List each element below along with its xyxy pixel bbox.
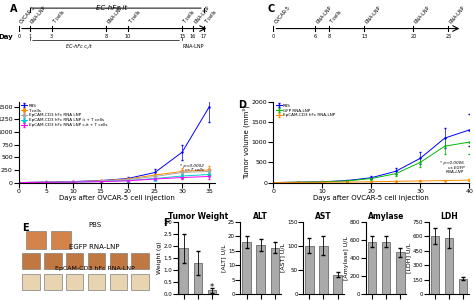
FancyBboxPatch shape	[26, 231, 46, 249]
Text: *: *	[210, 283, 214, 292]
Text: RNA-LNP: RNA-LNP	[413, 4, 431, 24]
Text: F: F	[164, 218, 170, 228]
Bar	[256, 245, 265, 294]
Text: RNA-LNP: RNA-LNP	[448, 4, 466, 24]
Legend: PBS, T cells, EpCAM-CD3 hFc RNA LNP, EpCAM-CD3 hFc RNA LNP it + T cells, EpCAM-C: PBS, T cells, EpCAM-CD3 hFc RNA LNP, EpC…	[21, 104, 107, 127]
Text: T cells: T cells	[204, 9, 218, 24]
Text: EC-hFc it: EC-hFc it	[96, 5, 127, 11]
Legend: PBS, GFP RNA-LNP, EpCAM-CD3 hFc RNA-LNP: PBS, GFP RNA-LNP, EpCAM-CD3 hFc RNA-LNP	[275, 104, 335, 117]
Bar	[208, 290, 216, 294]
Text: 0: 0	[18, 34, 20, 39]
Bar	[396, 252, 405, 294]
Text: 15: 15	[179, 34, 185, 39]
X-axis label: Days after OVCAR-5 cell injection: Days after OVCAR-5 cell injection	[313, 195, 429, 201]
Y-axis label: [ALT] U/L: [ALT] U/L	[221, 244, 227, 272]
Text: RNA-LNP: RNA-LNP	[365, 4, 382, 24]
Text: 0: 0	[272, 34, 275, 39]
FancyBboxPatch shape	[109, 274, 128, 290]
Text: T cells: T cells	[329, 9, 343, 24]
FancyBboxPatch shape	[88, 253, 105, 269]
Y-axis label: Tumor volume (mm³): Tumor volume (mm³)	[243, 105, 250, 179]
Text: PBS: PBS	[88, 222, 101, 228]
Text: 6: 6	[314, 34, 317, 39]
Text: 8: 8	[104, 34, 108, 39]
Y-axis label: Weight (g): Weight (g)	[157, 242, 162, 274]
Text: C: C	[268, 4, 275, 14]
Text: A: A	[10, 4, 18, 14]
Bar	[368, 242, 376, 294]
FancyBboxPatch shape	[131, 253, 149, 269]
Text: D: D	[238, 100, 246, 110]
Text: RNA-LNP: RNA-LNP	[106, 4, 124, 24]
Text: E: E	[22, 223, 28, 233]
Text: RNA-LNP: RNA-LNP	[193, 4, 210, 24]
Text: EGFP RNA-LNP: EGFP RNA-LNP	[69, 244, 120, 250]
Bar	[445, 238, 453, 294]
Text: 17: 17	[201, 34, 207, 39]
FancyBboxPatch shape	[44, 253, 62, 269]
Bar	[319, 246, 328, 294]
Text: T cells: T cells	[182, 9, 196, 24]
FancyBboxPatch shape	[22, 274, 39, 290]
Text: 25: 25	[445, 34, 451, 39]
Text: 1: 1	[28, 34, 31, 39]
FancyBboxPatch shape	[65, 274, 83, 290]
Text: 20: 20	[410, 34, 417, 39]
Bar	[430, 236, 439, 294]
Text: Day: Day	[0, 34, 14, 40]
FancyBboxPatch shape	[88, 274, 105, 290]
Text: 13: 13	[361, 34, 367, 39]
Text: * p<0.0002
vs T cells: * p<0.0002 vs T cells	[180, 164, 204, 172]
Text: T cells: T cells	[128, 9, 141, 24]
Text: RNA-LNP: RNA-LNP	[30, 4, 47, 24]
Bar	[333, 275, 342, 294]
Text: EpCAM-CD3 hFc RNA-LNP: EpCAM-CD3 hFc RNA-LNP	[55, 266, 134, 271]
FancyBboxPatch shape	[109, 253, 128, 269]
Y-axis label: [LDH] U/L: [LDH] U/L	[406, 243, 411, 273]
X-axis label: Days after OVCAR-5 cell injection: Days after OVCAR-5 cell injection	[59, 195, 175, 201]
Text: EC-hFc c,it: EC-hFc c,it	[66, 44, 91, 49]
Title: ALT: ALT	[253, 212, 268, 221]
Bar	[180, 248, 188, 294]
Bar	[382, 242, 391, 294]
Bar	[194, 262, 202, 294]
FancyBboxPatch shape	[51, 231, 71, 249]
Title: AST: AST	[315, 212, 332, 221]
Text: 3: 3	[50, 34, 53, 39]
Title: Amylase: Amylase	[368, 212, 404, 221]
FancyBboxPatch shape	[44, 274, 62, 290]
FancyBboxPatch shape	[131, 274, 149, 290]
Text: 8: 8	[328, 34, 331, 39]
Text: 10: 10	[125, 34, 131, 39]
Text: T cells: T cells	[52, 9, 65, 24]
Text: OVCAR-5: OVCAR-5	[273, 4, 292, 24]
Text: RNA-LNP: RNA-LNP	[315, 4, 333, 24]
Bar	[242, 242, 251, 294]
Title: LDH: LDH	[440, 212, 458, 221]
Y-axis label: [AST] U/L: [AST] U/L	[281, 243, 286, 272]
Bar	[305, 246, 313, 294]
Title: Tumor Weight: Tumor Weight	[168, 212, 228, 221]
FancyBboxPatch shape	[22, 253, 39, 269]
Y-axis label: [Amylase] U/L: [Amylase] U/L	[344, 236, 348, 280]
Bar	[271, 248, 279, 294]
Text: 16: 16	[190, 34, 196, 39]
FancyBboxPatch shape	[65, 253, 83, 269]
Bar	[459, 279, 467, 294]
Text: OVCAR-5: OVCAR-5	[19, 4, 37, 24]
Text: RNA-LNP: RNA-LNP	[182, 44, 204, 49]
Text: * p<0.0006
vs EGFP
RNA-LNP: * p<0.0006 vs EGFP RNA-LNP	[440, 161, 465, 175]
